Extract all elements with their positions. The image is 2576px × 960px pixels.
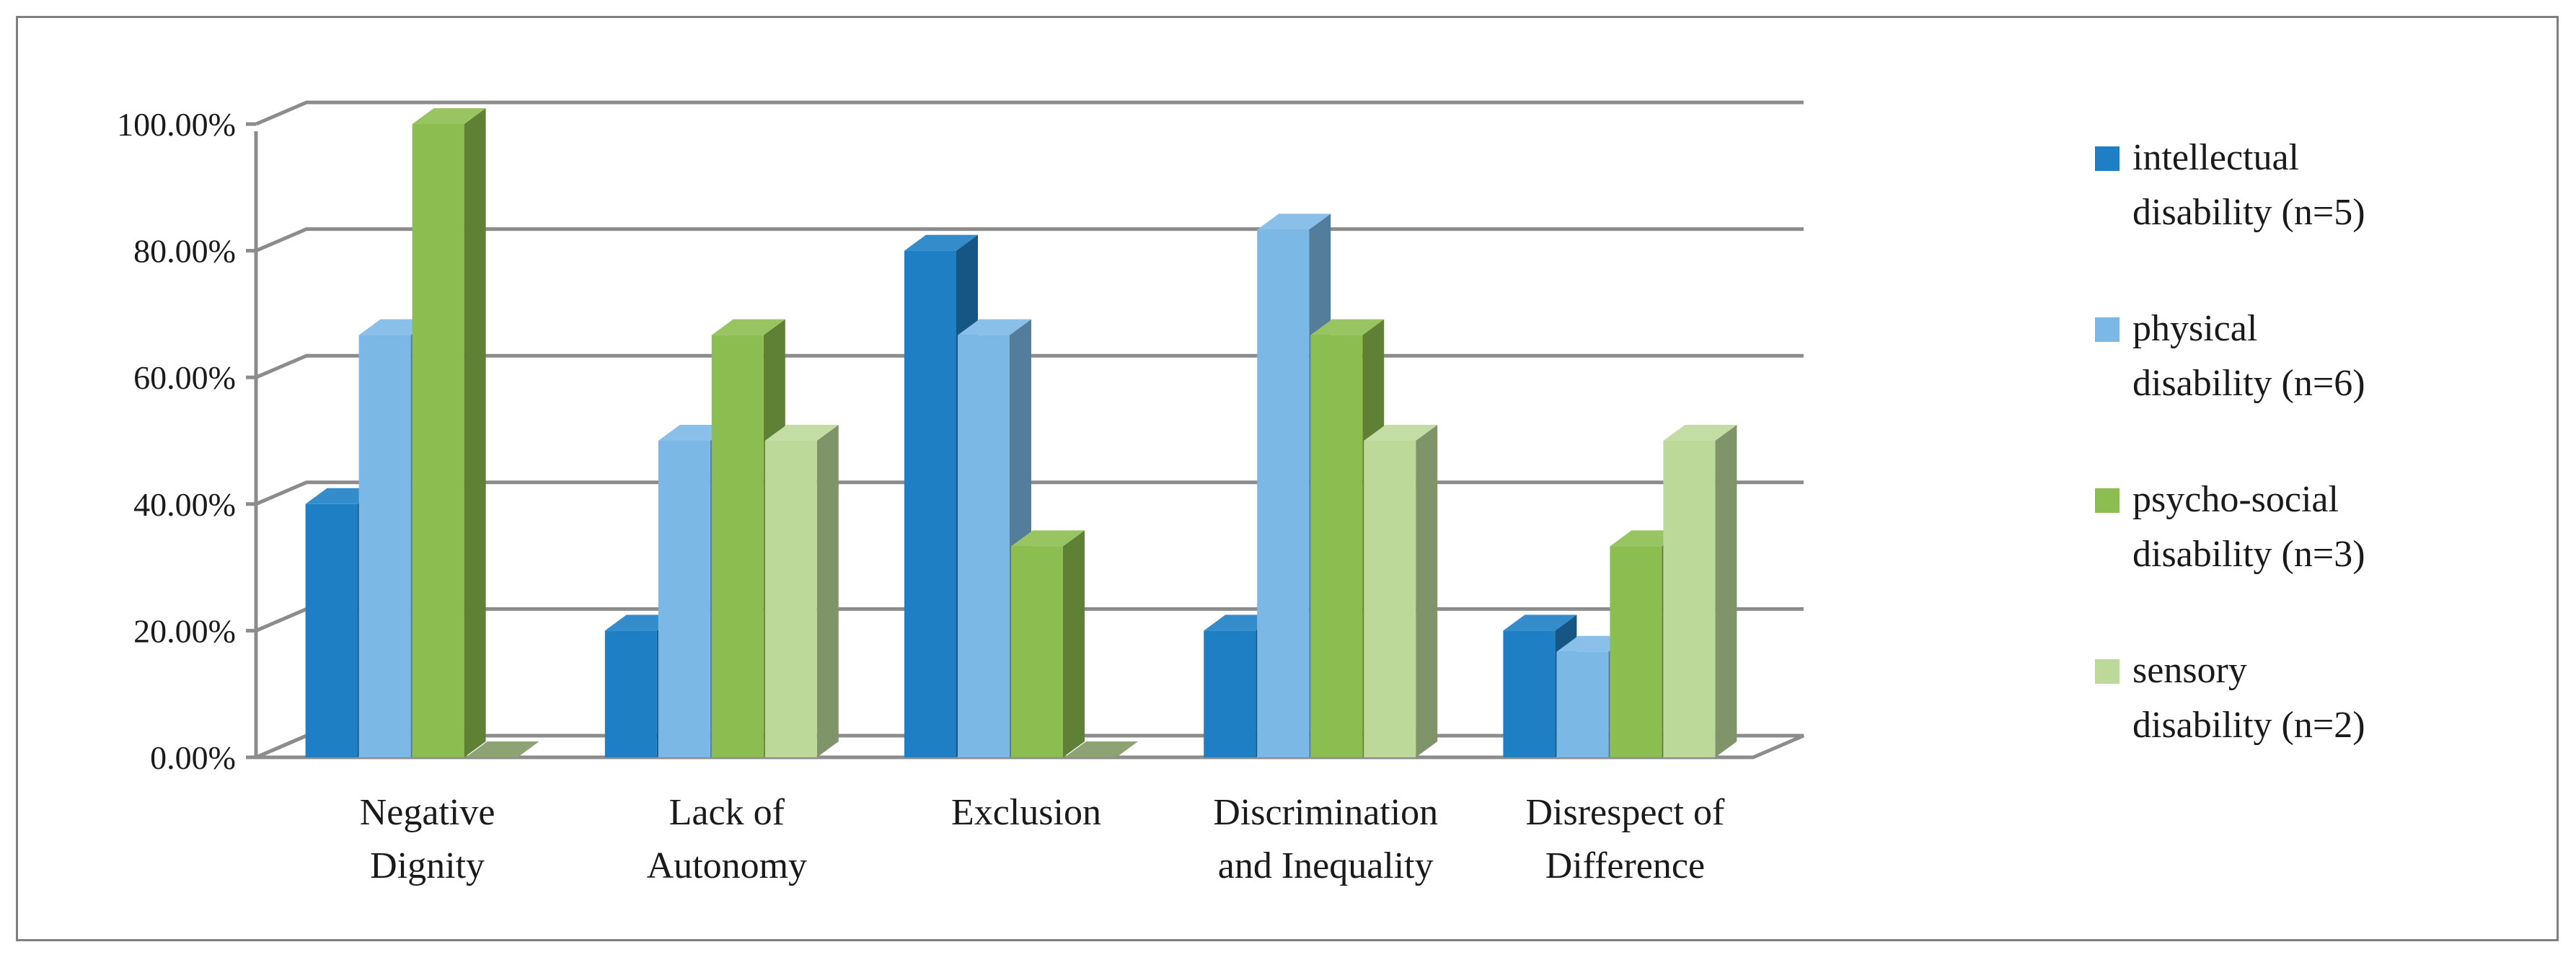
x-category-label: Discrimination <box>1213 792 1438 833</box>
bar-top <box>1257 213 1331 230</box>
x-axis-categories: Negative Dignity Lack of Autonomy Exclusion D… <box>360 792 1725 886</box>
legend-swatch <box>2095 317 2120 342</box>
legend-label: sensory <box>2132 650 2247 691</box>
bar-front <box>1257 229 1310 757</box>
y-tick-label: 20.00% <box>133 612 236 649</box>
legend-label: psycho-social <box>2132 479 2339 520</box>
bar-top <box>904 234 978 251</box>
chart-frame: 0.00% 20.00% 40.00% 60.00% 80.00% 100.00% Neg… <box>16 16 2559 941</box>
legend-swatch <box>2095 488 2120 513</box>
bar-top <box>1310 319 1385 335</box>
bar-front <box>358 335 411 757</box>
bar <box>1257 213 1331 757</box>
y-tick-label: 60.00% <box>133 359 236 396</box>
bar-front <box>604 630 657 757</box>
bar-side <box>464 108 486 757</box>
bar-front <box>711 335 764 757</box>
bar-side <box>1416 425 1438 757</box>
bar-front <box>1364 441 1416 757</box>
bar-top <box>958 319 1031 335</box>
y-tick-label: 0.00% <box>150 739 236 776</box>
bar-top <box>764 425 839 441</box>
bar-front <box>1503 630 1556 757</box>
x-category-label: Negative <box>360 792 495 833</box>
legend-label: intellectual <box>2132 137 2299 178</box>
legend-label: physical <box>2132 308 2257 349</box>
bar-top <box>1011 530 1085 547</box>
bar-side <box>1063 530 1085 757</box>
bar <box>465 741 539 757</box>
legend-label: disability (n=2) <box>2132 705 2365 746</box>
x-category-label: and Inequality <box>1218 845 1434 886</box>
y-tick-label: 80.00% <box>133 233 236 270</box>
legend: intellectual disability (n=5) physical disa… <box>2095 137 2365 746</box>
bar-front <box>305 503 358 757</box>
bar-front <box>1310 335 1363 757</box>
bar-side <box>1715 425 1737 757</box>
bar <box>1364 425 1438 757</box>
bar <box>764 425 839 757</box>
bar-top <box>1503 615 1577 631</box>
x-category-label: Autonomy <box>647 845 807 886</box>
bar-front <box>1610 546 1662 757</box>
y-tick-label: 100.00% <box>117 106 236 143</box>
bar-top <box>412 108 486 124</box>
bar-front <box>1204 630 1256 757</box>
bar-front <box>764 441 817 757</box>
legend-swatch <box>2095 146 2120 171</box>
bar-front <box>904 250 956 758</box>
bar-top <box>1663 425 1737 441</box>
legend-label: disability (n=6) <box>2132 363 2365 404</box>
bar-front <box>412 124 464 757</box>
bar <box>1064 741 1138 757</box>
bar-front <box>1663 441 1716 757</box>
bar-front <box>958 335 1010 757</box>
gridline <box>255 100 1804 126</box>
x-category-label: Exclusion <box>951 792 1101 833</box>
bar <box>412 108 486 757</box>
y-tick-label: 40.00% <box>133 486 236 523</box>
bar-top <box>711 319 785 335</box>
bar-front <box>658 441 710 757</box>
x-category-label: Difference <box>1545 845 1705 886</box>
legend-swatch <box>2095 659 2120 684</box>
gridline <box>255 227 1804 252</box>
bar-chart: 0.00% 20.00% 40.00% 60.00% 80.00% 100.00% Neg… <box>117 100 2365 886</box>
x-category-label: Dignity <box>370 845 485 886</box>
bar <box>1663 425 1737 757</box>
bar-side <box>816 425 839 757</box>
bar-front <box>1011 546 1063 757</box>
bar-front <box>1556 651 1609 757</box>
x-category-label: Disrespect of <box>1526 792 1725 833</box>
legend-label: disability (n=5) <box>2132 192 2365 233</box>
bar-base <box>465 741 539 757</box>
legend-label: disability (n=3) <box>2132 534 2365 575</box>
bar-base <box>1064 741 1138 757</box>
bars <box>305 108 1737 758</box>
y-axis-ticks: 0.00% 20.00% 40.00% 60.00% 80.00% 100.00% <box>117 106 236 776</box>
x-category-label: Lack of <box>669 792 785 833</box>
bar-top <box>1364 425 1438 441</box>
bar <box>1011 530 1085 757</box>
